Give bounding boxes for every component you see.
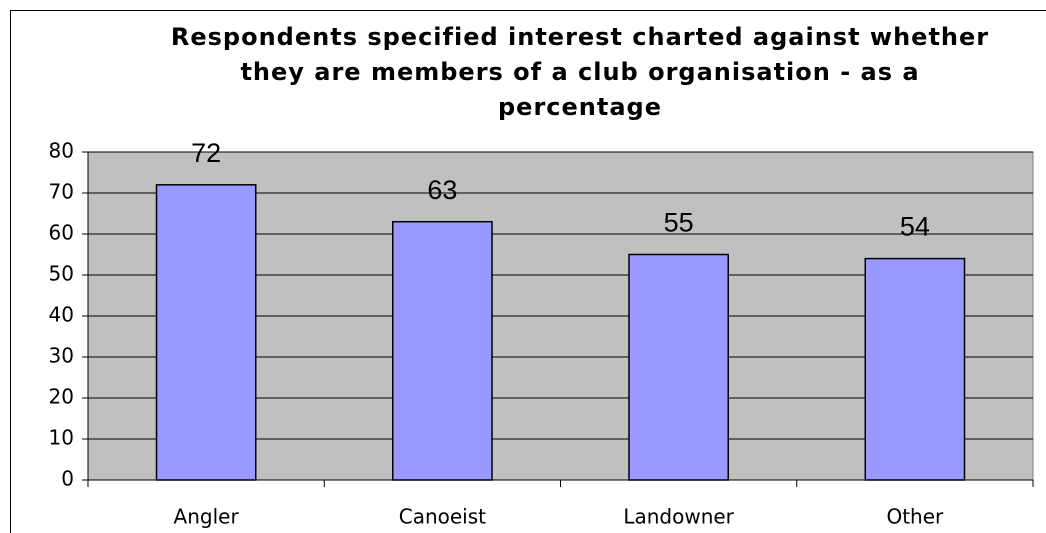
bar — [628, 253, 729, 481]
y-tick-label: 70 — [49, 180, 74, 204]
bar — [864, 257, 966, 481]
data-label: 55 — [664, 208, 694, 238]
chart-title: Respondents specified interest charted a… — [170, 23, 990, 121]
data-label: 72 — [191, 138, 221, 168]
y-tick-label: 0 — [61, 467, 74, 491]
bar — [155, 184, 257, 481]
bar — [392, 220, 493, 481]
data-label: 54 — [900, 212, 930, 242]
y-tick-label: 80 — [49, 139, 74, 163]
x-tick-label: Canoeist — [399, 505, 486, 529]
y-tick-label: 60 — [49, 221, 74, 245]
y-tick-label: 50 — [49, 262, 74, 286]
x-tick-label: Angler — [174, 505, 240, 529]
y-tick-label: 40 — [49, 303, 74, 327]
y-tick-label: 30 — [49, 344, 74, 368]
y-tick-label: 10 — [49, 426, 74, 450]
data-label: 63 — [427, 175, 457, 205]
x-tick-label: Other — [886, 505, 944, 529]
x-tick-label: Landowner — [623, 505, 734, 529]
y-tick-label: 20 — [49, 385, 74, 409]
